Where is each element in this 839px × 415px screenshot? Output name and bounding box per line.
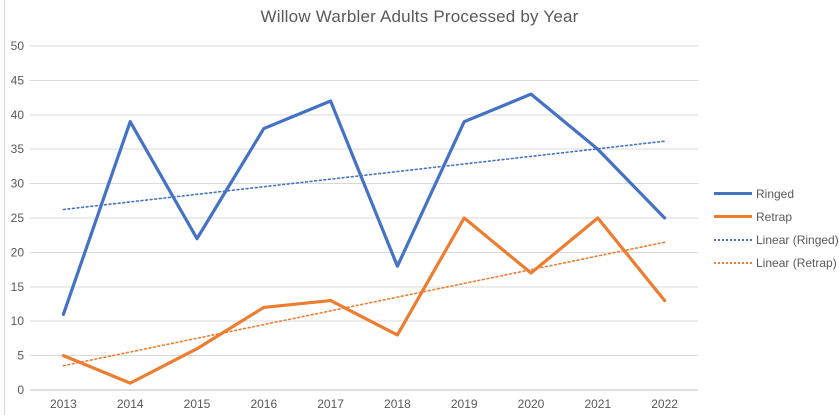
y-tick-label: 50 [11,39,25,53]
legend-label-retrap: Retrap [756,209,793,224]
y-tick-label: 40 [11,108,25,122]
x-category-label: 2014 [117,397,144,411]
legend-item-linear-retrap: Linear (Retrap) [714,251,839,274]
legend-line-swatch-linear-retrap [714,261,752,264]
legend-label-ringed: Ringed [756,186,795,201]
y-tick-label: 20 [11,245,25,259]
legend-line-swatch-ringed [714,192,752,195]
x-category-label: 2019 [451,397,478,411]
x-category-label: 2016 [250,397,277,411]
y-tick-label: 15 [11,280,25,294]
x-category-label: 2018 [384,397,411,411]
x-category-label: 2015 [184,397,211,411]
y-tick-label: 0 [17,383,24,397]
legend-line-swatch-retrap [714,215,752,218]
trendline-ringed [62,140,666,211]
trendline-retrap [62,241,666,367]
x-category-label: 2017 [317,397,344,411]
legend-label-linear-ringed: Linear (Ringed) [756,232,839,247]
legend-item-linear-ringed: Linear (Ringed) [714,228,839,251]
y-tick-label: 35 [11,142,25,156]
y-tick-label: 5 [17,349,24,363]
legend-item-retrap: Retrap [714,205,839,228]
y-tick-label: 10 [11,314,25,328]
series-line-retrap [61,216,667,385]
y-tick-label: 45 [11,73,25,87]
x-category-label: 2021 [584,397,611,411]
x-category-label: 2022 [651,397,678,411]
y-tick-label: 30 [11,177,25,191]
legend-label-linear-retrap: Linear (Retrap) [756,255,837,270]
legend: Ringed Retrap Linear (Ringed) Linear (Re… [714,182,839,274]
y-tick-label: 25 [11,211,25,225]
x-category-label: 2020 [518,397,545,411]
pane-border [4,0,5,415]
x-category-label: 2013 [50,397,77,411]
legend-line-swatch-linear-ringed [714,238,752,241]
legend-item-ringed: Ringed [714,182,839,205]
series-line-ringed [61,92,667,316]
chart-title: Willow Warbler Adults Processed by Year [260,7,579,26]
